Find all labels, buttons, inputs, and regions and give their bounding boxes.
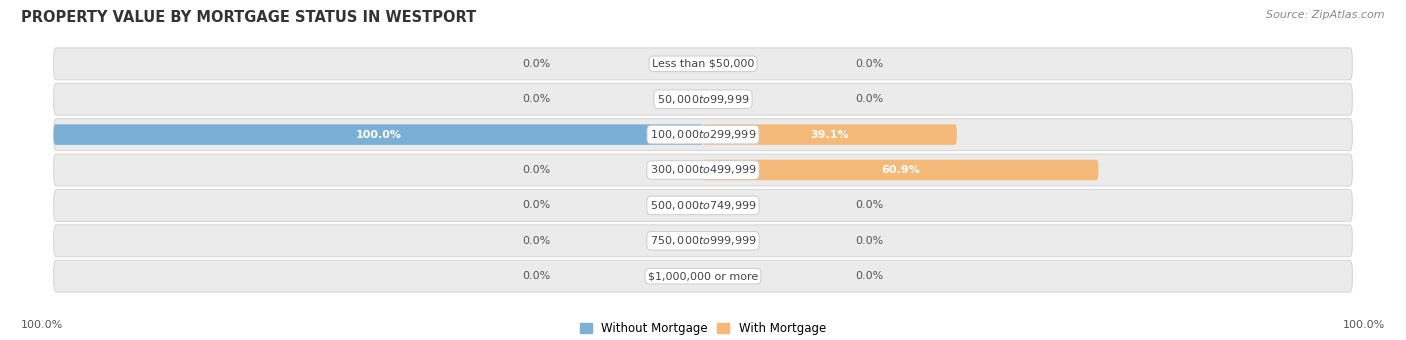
Text: 0.0%: 0.0% xyxy=(856,236,884,246)
Text: 0.0%: 0.0% xyxy=(522,236,550,246)
FancyBboxPatch shape xyxy=(53,154,1353,186)
Text: 100.0%: 100.0% xyxy=(356,130,401,140)
Text: 0.0%: 0.0% xyxy=(522,271,550,281)
Text: 0.0%: 0.0% xyxy=(856,271,884,281)
Text: 0.0%: 0.0% xyxy=(856,59,884,69)
Text: 0.0%: 0.0% xyxy=(522,94,550,104)
Text: $50,000 to $99,999: $50,000 to $99,999 xyxy=(657,93,749,106)
Text: $1,000,000 or more: $1,000,000 or more xyxy=(648,271,758,281)
Legend: Without Mortgage, With Mortgage: Without Mortgage, With Mortgage xyxy=(575,317,831,340)
Text: 0.0%: 0.0% xyxy=(522,165,550,175)
Text: 100.0%: 100.0% xyxy=(21,320,63,330)
Text: Source: ZipAtlas.com: Source: ZipAtlas.com xyxy=(1267,10,1385,20)
Text: 39.1%: 39.1% xyxy=(811,130,849,140)
Text: $100,000 to $299,999: $100,000 to $299,999 xyxy=(650,128,756,141)
FancyBboxPatch shape xyxy=(53,124,703,145)
Text: PROPERTY VALUE BY MORTGAGE STATUS IN WESTPORT: PROPERTY VALUE BY MORTGAGE STATUS IN WES… xyxy=(21,10,477,25)
FancyBboxPatch shape xyxy=(703,124,957,145)
Text: $300,000 to $499,999: $300,000 to $499,999 xyxy=(650,164,756,176)
FancyBboxPatch shape xyxy=(53,48,1353,80)
Text: $750,000 to $999,999: $750,000 to $999,999 xyxy=(650,234,756,247)
FancyBboxPatch shape xyxy=(53,119,1353,151)
Text: 0.0%: 0.0% xyxy=(856,94,884,104)
FancyBboxPatch shape xyxy=(53,260,1353,292)
Text: 60.9%: 60.9% xyxy=(882,165,920,175)
Text: $500,000 to $749,999: $500,000 to $749,999 xyxy=(650,199,756,212)
Text: 0.0%: 0.0% xyxy=(856,200,884,210)
Text: Less than $50,000: Less than $50,000 xyxy=(652,59,754,69)
Text: 100.0%: 100.0% xyxy=(1343,320,1385,330)
FancyBboxPatch shape xyxy=(53,189,1353,221)
FancyBboxPatch shape xyxy=(703,160,1098,180)
Text: 0.0%: 0.0% xyxy=(522,200,550,210)
Text: 0.0%: 0.0% xyxy=(522,59,550,69)
FancyBboxPatch shape xyxy=(53,225,1353,257)
FancyBboxPatch shape xyxy=(53,83,1353,115)
